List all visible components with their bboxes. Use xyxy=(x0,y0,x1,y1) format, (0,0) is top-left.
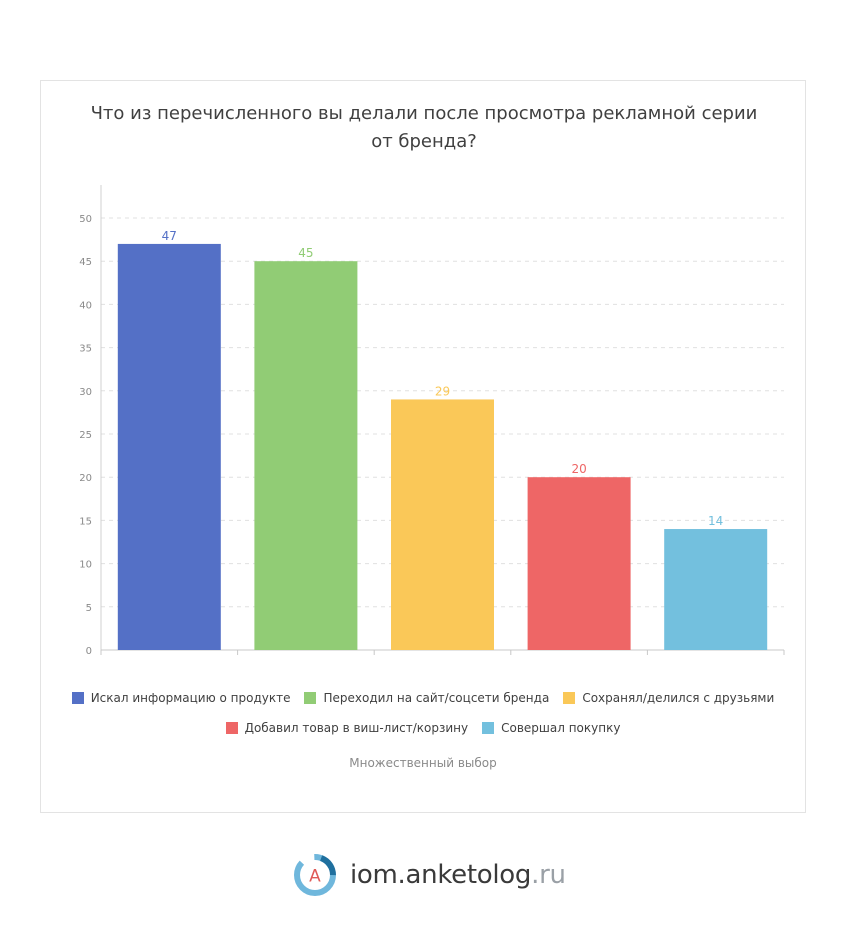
y-tick-label: 30 xyxy=(79,387,92,398)
chart-title: Что из перечисленного вы делали после пр… xyxy=(90,103,758,152)
y-tick-label: 5 xyxy=(86,603,92,614)
legend-label: Искал информацию о продукте xyxy=(90,691,291,705)
y-tick-label: 35 xyxy=(79,344,92,355)
brand-footer[interactable]: A iom.anketolog.ru xyxy=(292,852,566,898)
bar xyxy=(664,529,768,650)
legend-label: Добавил товар в виш-лист/корзину xyxy=(244,721,469,735)
legend-label: Совершал покупку xyxy=(501,721,621,735)
legend-item-wishlist[interactable]: Добавил товар в виш-лист/корзину xyxy=(225,720,469,736)
brand-name: iom.anketolog.ru xyxy=(350,860,566,890)
y-tick-label: 0 xyxy=(86,646,92,657)
data-label: 45 xyxy=(298,246,313,260)
bar xyxy=(527,477,631,650)
bar xyxy=(254,261,358,650)
bar xyxy=(391,399,494,650)
y-tick-label: 45 xyxy=(79,257,92,268)
y-tick-label: 10 xyxy=(79,560,92,571)
legend-swatch xyxy=(482,722,495,734)
chart-legend: Искал информацию о продукте Переходил на… xyxy=(50,690,796,736)
data-label: 20 xyxy=(571,462,586,476)
data-label: 14 xyxy=(708,514,723,528)
data-label: 29 xyxy=(435,384,450,398)
y-tick-label: 40 xyxy=(79,300,92,311)
legend-label: Переходил на сайт/соцсети бренда xyxy=(323,691,550,705)
bar xyxy=(117,243,221,651)
legend-item-visited-site[interactable]: Переходил на сайт/соцсети бренда xyxy=(304,690,549,706)
logo-letter: A xyxy=(309,867,321,887)
legend-item-saved-shared[interactable]: Сохранял/делился с друзьями xyxy=(563,690,774,706)
y-tick-label: 15 xyxy=(79,516,92,527)
y-tick-label: 20 xyxy=(79,473,92,484)
y-tick-label: 50 xyxy=(79,214,92,225)
y-tick-label: 25 xyxy=(79,430,92,441)
legend-swatch xyxy=(304,692,317,704)
chart-footnote: Множественный выбор xyxy=(349,756,497,770)
legend-item-purchase[interactable]: Совершал покупку xyxy=(482,720,620,736)
legend-label: Сохранял/делился с друзьями xyxy=(582,691,775,705)
data-label: 47 xyxy=(162,229,177,243)
anketolog-logo-icon: A xyxy=(294,854,336,896)
legend-item-search-info[interactable]: Искал информацию о продукте xyxy=(71,690,291,706)
legend-swatch xyxy=(225,722,238,734)
legend-swatch xyxy=(71,692,84,704)
legend-swatch xyxy=(563,692,576,704)
